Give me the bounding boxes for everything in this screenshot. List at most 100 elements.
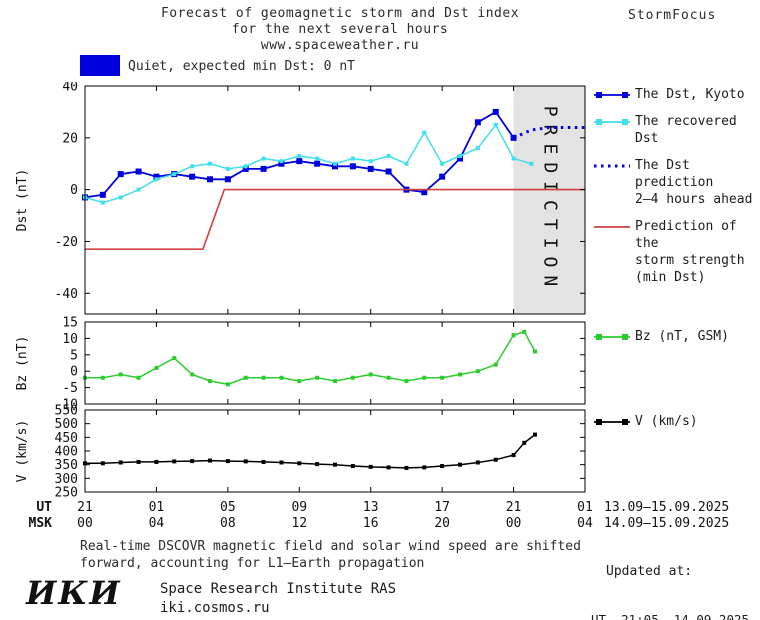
series-kyoto-marker: [153, 173, 160, 180]
date-range-msk: 14.09–15.09.2025: [604, 516, 729, 531]
x-tick-label-ut: 01: [149, 500, 165, 515]
plot-frame: [84, 321, 586, 405]
iki-logo: ИКИ: [26, 574, 122, 612]
legend-item-v: V (km/s): [594, 413, 760, 430]
dst-ylabel: Dst (nT): [15, 169, 30, 232]
y-tick-label: 500: [55, 417, 78, 432]
series-bz-marker: [350, 375, 355, 380]
x-tick-label-ut: 05: [220, 500, 236, 515]
series-v-marker: [350, 464, 355, 469]
series-bz-marker: [190, 372, 195, 377]
legend-item-bz: Bz (nT, GSM): [594, 328, 760, 345]
series-kyoto-marker: [242, 165, 249, 172]
series-bz-marker: [118, 372, 123, 377]
dst-plot: PREDICTION 40 20 0 -20 -40 Dst (nT): [15, 82, 586, 315]
series-v-marker: [440, 464, 445, 469]
legend-label: Bz (nT, GSM): [635, 329, 729, 344]
date-range-ut: 13.09–15.09.2025: [604, 500, 729, 515]
series-kyoto-marker: [332, 163, 338, 170]
website-url: www.spaceweather.ru: [260, 38, 420, 53]
series-kyoto-marker: [385, 168, 392, 175]
series-v-marker: [493, 457, 498, 462]
series-v-marker: [154, 459, 159, 464]
series-kyoto-marker: [367, 165, 374, 172]
series-kyoto-marker: [278, 160, 285, 167]
legend-main: The Dst, Kyoto The recovered Dst The Dst p…: [594, 86, 760, 296]
legend-item-storm: Prediction of the storm strength (min Dst): [594, 218, 760, 286]
series-v-marker: [261, 459, 266, 464]
series-recovered-marker: [172, 172, 177, 177]
series-v-marker: [511, 453, 516, 458]
series-bz-marker: [279, 375, 284, 380]
series-kyoto-marker: [207, 176, 213, 183]
updated-label: Updated at:: [606, 564, 693, 579]
x-tick-label-msk: 20: [434, 516, 450, 531]
series-bz-marker: [136, 375, 141, 380]
series-bz-marker: [333, 379, 337, 384]
series-bz-marker: [386, 375, 391, 380]
y-tick-label: 15: [62, 316, 78, 331]
y-tick-label: 20: [62, 131, 78, 146]
series-kyoto-marker: [421, 189, 428, 196]
x-tick-label-msk: 08: [220, 516, 236, 531]
series-v-marker: [475, 460, 480, 465]
legend-swatch-storm: [594, 226, 630, 228]
institute-name: Space Research Institute RAS: [160, 581, 397, 597]
legend-item-kyoto: The Dst, Kyoto: [594, 86, 760, 103]
series-recovered-marker: [386, 153, 391, 158]
series-recovered-marker: [529, 161, 534, 166]
series-kyoto-marker: [349, 163, 356, 170]
series-recovered-marker: [279, 159, 284, 164]
footnote: Real-time DSCOVR magnetic field and sola…: [80, 538, 581, 572]
series-bz-marker: [172, 356, 177, 361]
series-recovered-marker: [100, 200, 105, 205]
series-recovered-marker: [511, 156, 516, 161]
series-recovered: [84, 123, 532, 204]
quiet-status-swatch: [80, 55, 120, 76]
series-recovered-marker: [118, 195, 123, 200]
series-bz-marker: [261, 375, 266, 380]
series-bz-marker: [533, 349, 537, 354]
series-v-marker: [208, 458, 212, 463]
series-recovered-marker: [440, 161, 445, 166]
series-kyoto-marker: [510, 134, 517, 141]
x-axis-row-label-ut: UT: [36, 500, 52, 515]
bz-ylabel: Bz (nT): [15, 336, 30, 391]
series-bz-marker: [154, 365, 159, 370]
series-kyoto-marker: [117, 171, 124, 178]
y-tick-label: -40: [55, 287, 78, 302]
legend-swatch-kyoto: [594, 92, 630, 98]
x-tick-label-msk: 16: [363, 516, 379, 531]
series-bz-marker: [208, 379, 212, 384]
series-kyoto-marker: [314, 160, 321, 167]
series-bz-marker: [404, 379, 409, 384]
series-v-marker: [404, 465, 409, 470]
series-kyoto-marker: [260, 165, 267, 172]
legend-label: The Dst, Kyoto: [635, 87, 745, 102]
series-storm: [85, 188, 585, 250]
y-tick-label: 40: [62, 82, 78, 95]
plot-frame: [84, 409, 586, 493]
series-recovered-marker: [350, 156, 355, 161]
series-recovered-marker: [190, 164, 195, 169]
updated-ut: UT 21:05, 14.09.2025: [591, 612, 750, 620]
series-recovered-marker: [261, 156, 266, 161]
series-recovered-marker: [333, 161, 337, 166]
legend-label: Prediction of the storm strength (min Dst): [635, 219, 745, 285]
series-v-marker: [386, 465, 391, 470]
legend-swatch-recovered: [594, 119, 630, 125]
series-recovered-marker: [458, 153, 462, 158]
y-tick-label: 10: [62, 332, 78, 347]
legend-swatch-bz: [594, 334, 630, 340]
y-tick-label: 400: [55, 445, 78, 460]
series-v: [85, 434, 536, 469]
series-v-marker: [297, 461, 302, 466]
x-tick-label-msk: 00: [77, 516, 93, 531]
legend-label: V (km/s): [635, 414, 698, 429]
y-tick-label: 450: [55, 431, 78, 446]
x-tick-label-ut: 01: [577, 500, 593, 515]
